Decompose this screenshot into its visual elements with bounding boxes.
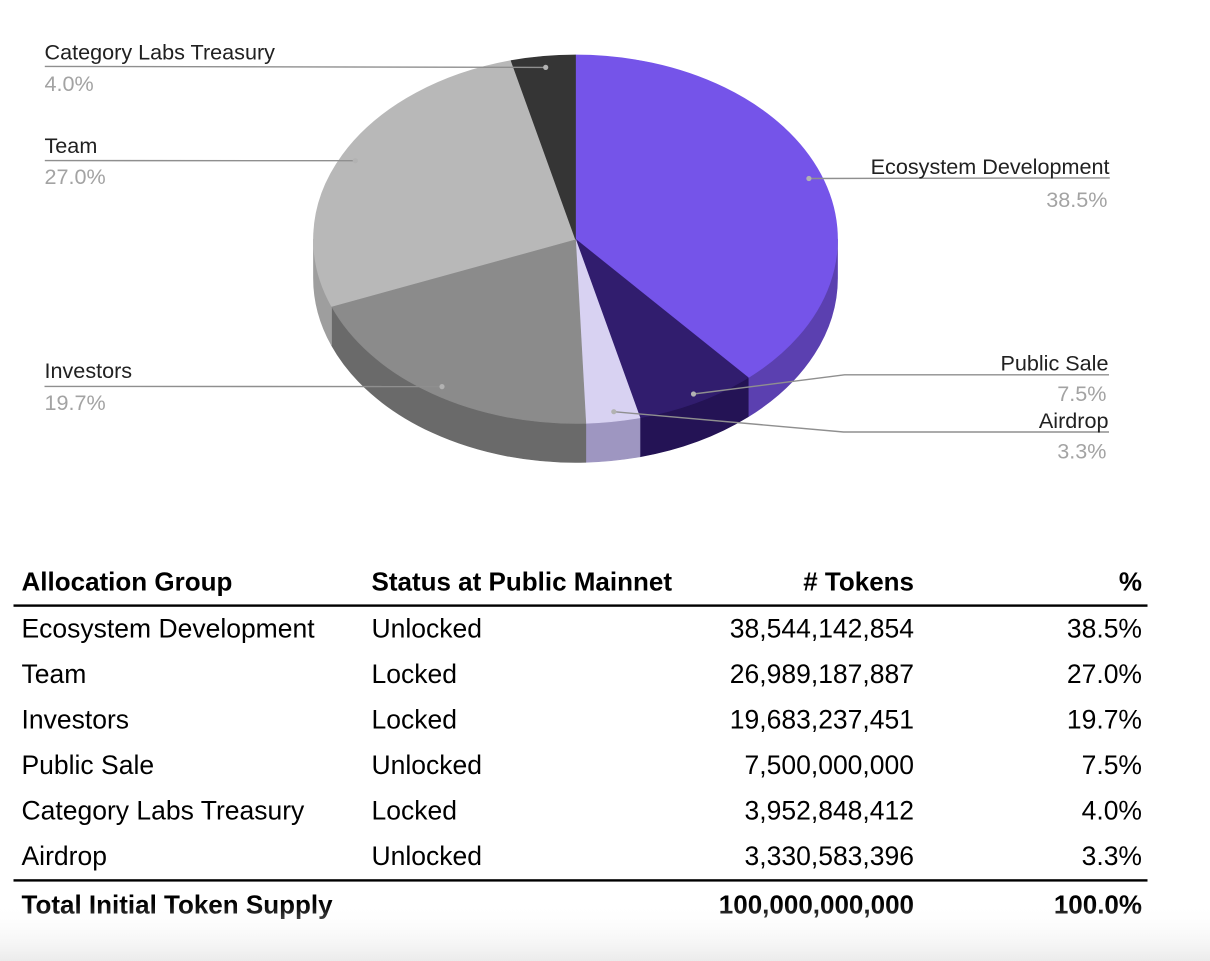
svg-text:Investors: Investors — [45, 358, 133, 383]
svg-text:38,544,142,854: 38,544,142,854 — [730, 614, 914, 644]
svg-text:Investors: Investors — [22, 705, 130, 735]
svg-text:Airdrop: Airdrop — [1039, 408, 1109, 433]
svg-text:3,952,848,412: 3,952,848,412 — [745, 796, 914, 826]
svg-text:# Tokens: # Tokens — [803, 567, 914, 597]
svg-text:Unlocked: Unlocked — [372, 841, 482, 871]
svg-text:27.0%: 27.0% — [1067, 659, 1142, 689]
svg-text:3,330,583,396: 3,330,583,396 — [745, 841, 914, 871]
svg-text:19.7%: 19.7% — [45, 390, 106, 415]
svg-text:4.0%: 4.0% — [1082, 796, 1142, 826]
svg-text:Status at Public Mainnet: Status at Public Mainnet — [372, 567, 673, 597]
svg-text:Locked: Locked — [372, 659, 457, 689]
svg-text:Ecosystem Development: Ecosystem Development — [871, 154, 1110, 179]
svg-text:7.5%: 7.5% — [1082, 750, 1142, 780]
svg-text:7.5%: 7.5% — [1057, 381, 1106, 406]
svg-text:38.5%: 38.5% — [1046, 187, 1107, 212]
svg-text:Locked: Locked — [372, 796, 457, 826]
svg-text:3.3%: 3.3% — [1057, 439, 1106, 464]
svg-text:38.5%: 38.5% — [1067, 614, 1142, 644]
svg-text:Locked: Locked — [372, 705, 457, 735]
svg-text:Team: Team — [45, 133, 98, 158]
svg-text:Category Labs Treasury: Category Labs Treasury — [22, 796, 306, 826]
svg-text:3.3%: 3.3% — [1082, 841, 1142, 871]
svg-text:Public Sale: Public Sale — [22, 750, 155, 780]
svg-text:Public Sale: Public Sale — [1000, 351, 1108, 376]
svg-text:26,989,187,887: 26,989,187,887 — [730, 659, 914, 689]
svg-text:Team: Team — [22, 659, 87, 689]
svg-text:Airdrop: Airdrop — [22, 841, 107, 871]
svg-text:7,500,000,000: 7,500,000,000 — [745, 750, 914, 780]
svg-text:%: % — [1119, 567, 1142, 597]
svg-text:4.0%: 4.0% — [45, 71, 94, 96]
svg-text:Unlocked: Unlocked — [372, 614, 482, 644]
svg-text:Ecosystem Development: Ecosystem Development — [22, 614, 316, 644]
svg-text:Unlocked: Unlocked — [372, 750, 482, 780]
svg-text:19.7%: 19.7% — [1067, 705, 1142, 735]
svg-text:19,683,237,451: 19,683,237,451 — [730, 705, 914, 735]
svg-text:27.0%: 27.0% — [45, 164, 106, 189]
svg-text:Category Labs Treasury: Category Labs Treasury — [45, 39, 276, 64]
svg-text:Allocation Group: Allocation Group — [22, 567, 233, 597]
